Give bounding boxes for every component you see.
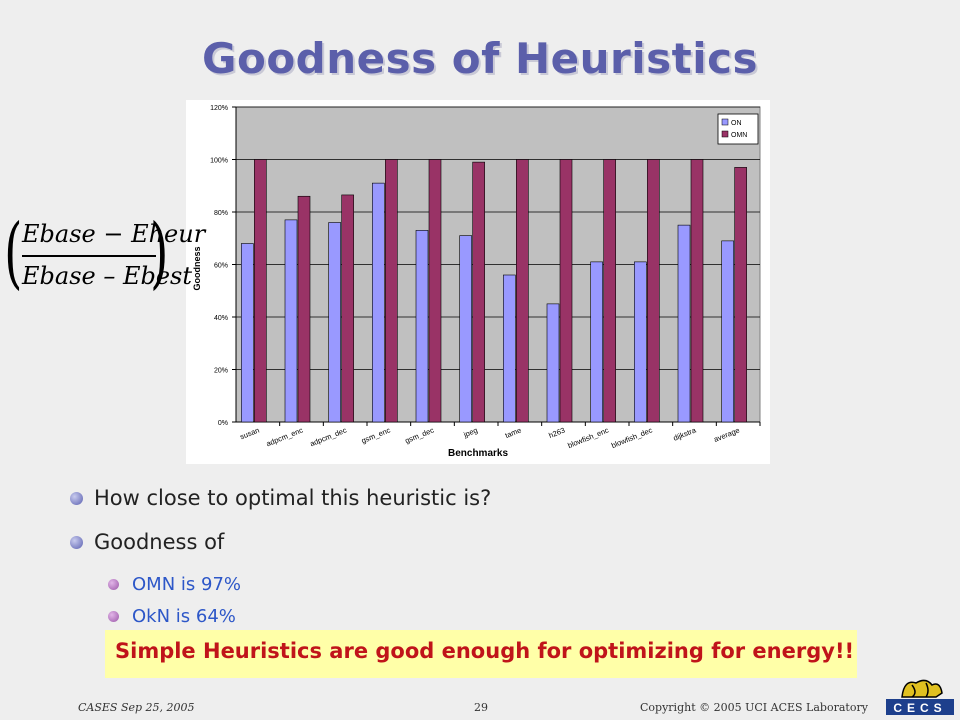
bar-on xyxy=(503,274,516,423)
y-tick-label: 80% xyxy=(214,210,228,217)
bar-on xyxy=(415,230,429,423)
bar-omn xyxy=(385,159,398,423)
y-tick-label: 20% xyxy=(214,368,228,375)
bullet-dot-icon xyxy=(70,492,83,505)
bar-omn xyxy=(559,159,573,423)
bar-on xyxy=(459,235,472,423)
y-tick-label: 60% xyxy=(214,263,228,270)
bar-on xyxy=(546,303,560,423)
conclusion-callout: Simple Heuristics are good enough for op… xyxy=(105,630,857,678)
footer-page-number: 29 xyxy=(474,701,488,714)
legend-box xyxy=(717,113,759,145)
bar-omn xyxy=(734,167,747,423)
right-paren: ) xyxy=(150,208,169,298)
formula-numerator: Ebase − Eheur xyxy=(22,220,206,248)
bar-omn xyxy=(254,159,267,423)
callout-text: Simple Heuristics are good enough for op… xyxy=(115,639,855,663)
bar-on xyxy=(328,222,341,423)
formula-denominator: Ebase – Ebest xyxy=(22,262,193,290)
y-tick-label: 40% xyxy=(214,315,228,322)
legend-swatch-omn xyxy=(721,130,729,138)
bar-omn xyxy=(341,194,354,423)
legend-label-on: ON xyxy=(731,120,742,127)
y-tick-label: 100% xyxy=(210,158,228,165)
bar-omn xyxy=(690,159,704,423)
slide-title: Goodness of Heuristics xyxy=(201,34,758,83)
bar-on xyxy=(721,240,734,423)
bullet-dot-icon xyxy=(108,611,119,622)
y-tick-label: 120% xyxy=(210,105,228,112)
svg-text:CECS: CECS xyxy=(893,701,946,715)
cecs-logo-icon: CECS xyxy=(886,679,954,715)
bullet-dot-icon xyxy=(108,579,119,590)
sub-bullet-item: OkN is 64% xyxy=(108,606,870,638)
bar-on xyxy=(590,261,603,423)
bullet-item: Goodness of xyxy=(70,530,870,574)
bar-on xyxy=(634,261,647,423)
bar-on xyxy=(241,243,254,423)
bar-omn xyxy=(428,159,442,423)
legend-label-omn: OMN xyxy=(731,132,747,139)
bullet-list: How close to optimal this heuristic is? … xyxy=(70,486,870,638)
sub-bullet-item: OMN is 97% xyxy=(108,574,870,606)
bullet-item: How close to optimal this heuristic is? xyxy=(70,486,870,530)
bar-on xyxy=(372,182,385,423)
left-paren: ( xyxy=(4,208,23,298)
footer-conference: CASES Sep 25, 2005 xyxy=(78,701,195,714)
y-tick-label: 0% xyxy=(218,420,228,427)
footer-copyright: Copyright © 2005 UCI ACES Laboratory xyxy=(640,701,868,714)
bar-on xyxy=(677,224,691,423)
bar-omn xyxy=(603,159,616,423)
bar-on xyxy=(284,219,298,423)
bar-omn xyxy=(647,159,660,423)
legend-swatch-on xyxy=(721,118,729,126)
goodness-formula: ( Ebase − Eheur Ebase – Ebest ) xyxy=(2,208,206,300)
bullet-dot-icon xyxy=(70,536,83,549)
bar-omn xyxy=(297,195,311,423)
bar-omn xyxy=(472,161,485,423)
x-axis-title: Benchmarks xyxy=(448,448,508,459)
fraction-bar xyxy=(22,255,156,257)
bar-omn xyxy=(516,159,529,423)
y-axis-title: Goodness xyxy=(192,246,202,290)
